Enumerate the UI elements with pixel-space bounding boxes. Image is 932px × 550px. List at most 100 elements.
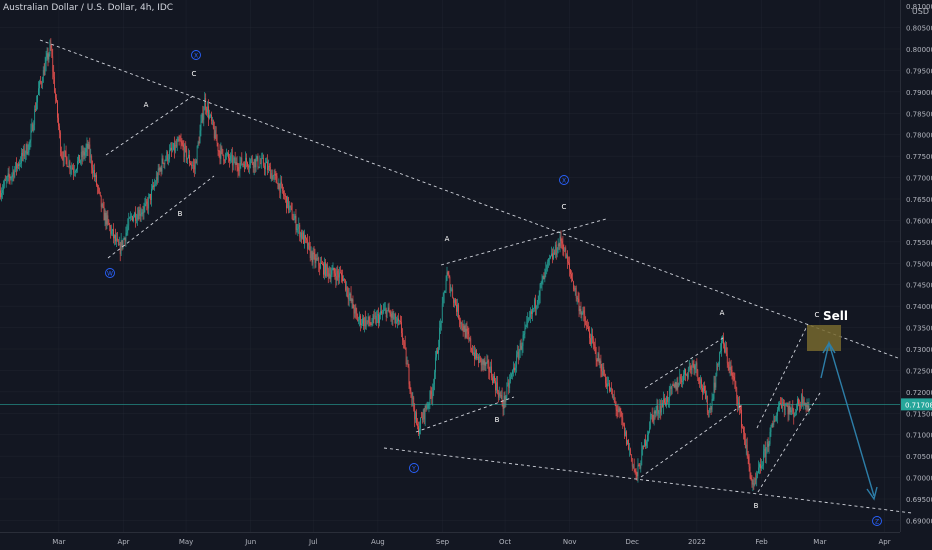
candle-body bbox=[161, 158, 163, 172]
candle-body bbox=[206, 108, 207, 113]
candle-body bbox=[658, 413, 660, 415]
candle-body bbox=[50, 43, 52, 49]
candle-body bbox=[575, 287, 577, 299]
time-tick-label: Aug bbox=[371, 538, 385, 546]
candle-body bbox=[647, 434, 648, 442]
candle-body bbox=[35, 109, 36, 111]
candle-body bbox=[767, 441, 769, 447]
candle-body bbox=[625, 431, 626, 436]
candle-body bbox=[160, 168, 162, 172]
candle-body bbox=[663, 398, 664, 407]
candle-body bbox=[425, 405, 427, 409]
candles bbox=[0, 38, 810, 492]
candle-body bbox=[269, 166, 270, 167]
candle-body bbox=[480, 357, 482, 366]
candle-body bbox=[375, 315, 377, 324]
candle-body bbox=[444, 290, 446, 293]
wave-circle-label: Z bbox=[875, 519, 879, 526]
candle-body bbox=[201, 113, 203, 122]
candle-body bbox=[449, 277, 451, 292]
candle-body bbox=[79, 160, 81, 163]
symbol-title[interactable]: Australian Dollar / U.S. Dollar, 4h, IDC bbox=[3, 3, 174, 13]
candle-body bbox=[92, 167, 93, 174]
candle-body bbox=[307, 242, 309, 249]
candle-body bbox=[87, 143, 89, 149]
candle-body bbox=[438, 347, 439, 354]
candle-body bbox=[309, 245, 311, 259]
candle-body bbox=[44, 63, 46, 76]
candle-body bbox=[671, 384, 673, 389]
candle-body bbox=[525, 325, 527, 329]
candle-body bbox=[386, 310, 388, 318]
candle-body bbox=[678, 384, 680, 388]
candle-body bbox=[755, 478, 757, 480]
candle-body bbox=[610, 387, 611, 392]
wave-circle-marker bbox=[872, 516, 882, 526]
candle-body bbox=[629, 449, 630, 450]
candle-body bbox=[31, 124, 33, 131]
candle-body bbox=[288, 205, 290, 210]
candle-body bbox=[721, 341, 722, 351]
candle-body bbox=[427, 404, 429, 408]
candle-body bbox=[569, 263, 570, 270]
candle-body bbox=[526, 321, 528, 326]
candle-body bbox=[798, 398, 799, 406]
candle-body bbox=[605, 376, 606, 384]
candle-body bbox=[370, 323, 372, 325]
candle-body bbox=[557, 244, 559, 253]
candle-body bbox=[366, 320, 368, 322]
candle-body bbox=[560, 236, 562, 242]
candle-body bbox=[670, 387, 672, 389]
candle-body bbox=[623, 423, 625, 425]
candle-body bbox=[401, 322, 402, 334]
candle-body bbox=[68, 161, 70, 167]
candle-body bbox=[803, 399, 805, 406]
candle-body bbox=[221, 147, 223, 150]
candle-body bbox=[729, 367, 731, 371]
plot-area bbox=[0, 0, 900, 532]
candle-body bbox=[750, 477, 752, 479]
candle-body bbox=[653, 411, 655, 421]
candle-body bbox=[640, 465, 642, 469]
candle-body bbox=[55, 92, 56, 98]
candle-body bbox=[295, 215, 297, 230]
candle-body bbox=[143, 206, 145, 213]
candle-body bbox=[800, 405, 801, 407]
candle-body bbox=[563, 250, 565, 252]
candle-body bbox=[577, 297, 579, 300]
currency-label: USD bbox=[911, 7, 929, 16]
candle-body bbox=[113, 229, 114, 239]
candle-body bbox=[715, 375, 717, 388]
candle-body bbox=[384, 308, 386, 310]
candle-body bbox=[103, 206, 105, 221]
candle-body bbox=[781, 404, 782, 408]
candle-body bbox=[350, 293, 352, 302]
candle-body bbox=[592, 334, 593, 340]
candle-body bbox=[644, 439, 645, 447]
candle-body bbox=[240, 157, 242, 163]
candle-body bbox=[127, 225, 129, 230]
candle-body bbox=[362, 318, 363, 324]
wave-circle-marker bbox=[559, 175, 569, 185]
candle-body bbox=[220, 147, 222, 159]
candle-body bbox=[319, 265, 321, 269]
candle-body bbox=[548, 258, 549, 262]
candle-body bbox=[469, 338, 471, 340]
candle-body bbox=[70, 168, 72, 170]
candle-body bbox=[282, 184, 283, 191]
candle-body bbox=[576, 297, 578, 299]
time-tick-label: Jul bbox=[308, 538, 318, 546]
candle-body bbox=[149, 194, 150, 197]
time-axis[interactable]: 9MarAprMayJunJulAugSepOctNovDec2022FebMa… bbox=[0, 532, 900, 547]
candle-body bbox=[168, 158, 169, 161]
candle-body bbox=[33, 125, 35, 131]
candle-body bbox=[147, 203, 149, 209]
candle-body bbox=[122, 239, 124, 248]
candle-body bbox=[440, 321, 442, 324]
candle-body bbox=[214, 130, 216, 138]
candle-body bbox=[43, 70, 45, 76]
candle-body bbox=[494, 375, 495, 382]
